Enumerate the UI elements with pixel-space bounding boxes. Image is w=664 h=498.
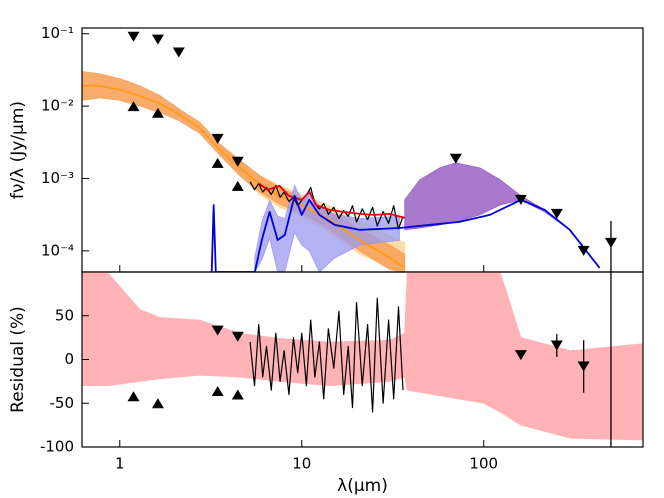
limit-marker [211,325,224,336]
limit-marker [577,361,590,372]
model-line [249,297,404,413]
y-tick-label: 50 [55,306,74,324]
model-line [210,194,601,272]
x-tick-label: 100 [469,455,498,473]
y-tick-label: 10⁻¹ [41,24,74,42]
limit-marker [127,391,140,402]
limit-marker [577,245,590,256]
x-tick-label: 10 [292,455,311,473]
limit-marker [172,47,185,58]
limit-marker [211,157,224,168]
limit-marker [514,194,527,205]
plot-area [82,31,617,272]
limit-marker [151,398,164,409]
plot-area [82,272,643,447]
x-axis-label: λ(μm) [337,476,388,496]
y-tick-label: -50 [50,394,75,412]
y-axis-label: Residual (%) [8,306,28,413]
limit-marker [127,31,140,42]
y-tick-label: 10⁻² [41,97,74,115]
limit-marker [211,386,224,396]
limit-marker [550,208,563,219]
uncertainty-band [82,272,643,441]
limit-marker [231,156,244,167]
limit-marker [550,340,563,351]
limit-marker [231,331,244,342]
limit-marker [211,133,224,144]
y-tick-label: -100 [40,438,74,456]
limit-marker [127,101,140,112]
uncertainty-band [404,162,600,269]
limit-marker [231,389,244,400]
y-axis-label: fν/λ (Jy/μm) [8,101,28,199]
limit-marker [151,34,164,45]
y-tick-label: 10⁻⁴ [41,241,74,259]
model-line [259,183,405,219]
y-tick-label: 10⁻³ [41,169,74,187]
limit-marker [231,180,244,191]
limit-marker [514,350,527,361]
limit-marker [449,153,462,164]
y-tick-label: 0 [64,350,74,368]
limit-marker [151,107,164,118]
limit-marker [604,237,617,248]
model-line [82,84,406,269]
x-tick-label: 1 [115,455,125,473]
